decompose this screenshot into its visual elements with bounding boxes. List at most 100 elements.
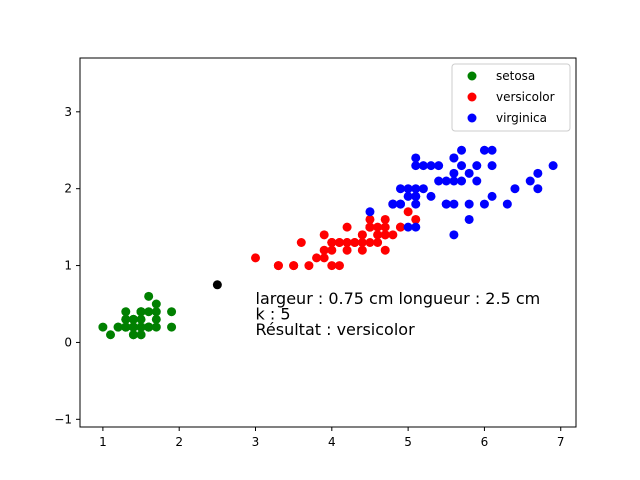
data-point-virginica (395, 199, 405, 209)
data-point-virginica (411, 191, 421, 201)
data-point-versicolor (365, 238, 375, 247)
y-tick-label: 1 (64, 259, 72, 273)
data-point-versicolor (388, 230, 398, 240)
data-point-virginica (449, 176, 459, 186)
legend-label-virginica: virginica (496, 111, 547, 125)
data-point-versicolor (373, 222, 383, 232)
series-versicolor (251, 199, 421, 271)
x-axis: 1 2 3 4 5 6 7 (99, 427, 565, 449)
data-point-virginica (449, 199, 459, 209)
data-point-versicolor (327, 245, 337, 255)
data-point-virginica (426, 161, 436, 171)
data-point-setosa (167, 322, 177, 332)
data-point-virginica (411, 199, 421, 209)
data-point-versicolor (273, 261, 283, 271)
data-point-virginica (464, 168, 474, 178)
data-point-virginica (487, 161, 497, 171)
axes-frame (79, 57, 577, 428)
x-tick-label: 6 (481, 435, 489, 449)
data-point-virginica (449, 168, 459, 178)
data-point-versicolor (334, 238, 344, 247)
data-point-setosa (144, 291, 154, 301)
data-point-versicolor (319, 253, 329, 263)
data-point-versicolor (350, 238, 360, 247)
y-tick-label: 3 (64, 105, 72, 119)
x-tick-label: 5 (404, 435, 412, 449)
data-point-virginica (411, 222, 421, 232)
data-point-setosa (136, 330, 146, 340)
data-point-virginica (434, 176, 444, 186)
data-point-setosa (151, 299, 161, 309)
legend-box (451, 63, 571, 132)
data-point-setosa (98, 322, 108, 332)
data-point-setosa (128, 322, 138, 332)
data-point-setosa (151, 322, 161, 332)
data-point-versicolor (319, 245, 329, 255)
points-layer (98, 145, 558, 340)
data-point-versicolor (319, 230, 329, 240)
data-point-virginica (479, 145, 489, 155)
data-point-virginica (411, 161, 421, 171)
data-point-virginica (548, 161, 558, 171)
data-point-setosa (151, 307, 161, 317)
data-point-versicolor (327, 261, 337, 271)
data-point-virginica (525, 176, 535, 186)
data-point-virginica (464, 199, 474, 209)
data-point-setosa (113, 322, 123, 332)
data-point-versicolor (380, 214, 390, 224)
data-point-setosa (151, 314, 161, 324)
data-point-virginica (510, 184, 520, 194)
data-point-virginica (533, 184, 543, 194)
data-point-versicolor (411, 214, 421, 224)
legend: setosa versicolor virginica (451, 63, 571, 132)
data-point-versicolor (342, 245, 352, 255)
x-tick-label: 2 (175, 435, 183, 449)
data-point-versicolor (395, 222, 405, 232)
data-point-virginica (365, 207, 375, 217)
data-point-setosa (106, 330, 116, 340)
x-tick-label: 4 (328, 435, 336, 449)
query-point (212, 280, 222, 290)
data-point-virginica (434, 161, 444, 171)
data-point-virginica (411, 153, 421, 163)
data-point-versicolor (289, 261, 299, 271)
data-point-setosa (136, 322, 146, 332)
data-point-versicolor (380, 222, 390, 232)
data-point-virginica (449, 230, 459, 240)
data-point-virginica (533, 168, 543, 178)
data-point-virginica (457, 161, 467, 171)
data-point-versicolor (327, 238, 337, 247)
data-point-virginica (487, 191, 497, 201)
data-point-versicolor (304, 261, 314, 271)
annotation-text: k : 5 (256, 304, 291, 323)
data-point-versicolor (357, 230, 367, 240)
data-point-virginica (479, 199, 489, 209)
data-point-versicolor (365, 214, 375, 224)
data-point-versicolor (296, 238, 306, 247)
data-point-virginica (441, 199, 451, 209)
data-point-versicolor (342, 238, 352, 247)
data-point-setosa (128, 330, 138, 340)
data-point-setosa (121, 322, 131, 332)
data-point-virginica (502, 199, 512, 209)
data-point-virginica (395, 184, 405, 194)
legend-label-setosa: setosa (496, 69, 535, 83)
data-point-virginica (472, 176, 482, 186)
y-tick-label: −1 (54, 412, 72, 426)
data-point-versicolor (365, 222, 375, 232)
data-point-virginica (449, 153, 459, 163)
data-point-virginica (403, 184, 413, 194)
data-point-virginica (464, 214, 474, 224)
data-point-virginica (418, 161, 428, 171)
series-setosa (98, 291, 177, 340)
series-virginica (365, 145, 558, 240)
data-point-virginica (388, 199, 398, 209)
data-point-virginica (487, 145, 497, 155)
x-tick-label: 3 (252, 435, 260, 449)
data-point-virginica (403, 222, 413, 232)
data-point-setosa (144, 322, 154, 332)
x-tick-label: 1 (99, 435, 107, 449)
data-point-setosa (121, 307, 131, 317)
y-axis: −1 0 1 2 3 (54, 105, 80, 426)
